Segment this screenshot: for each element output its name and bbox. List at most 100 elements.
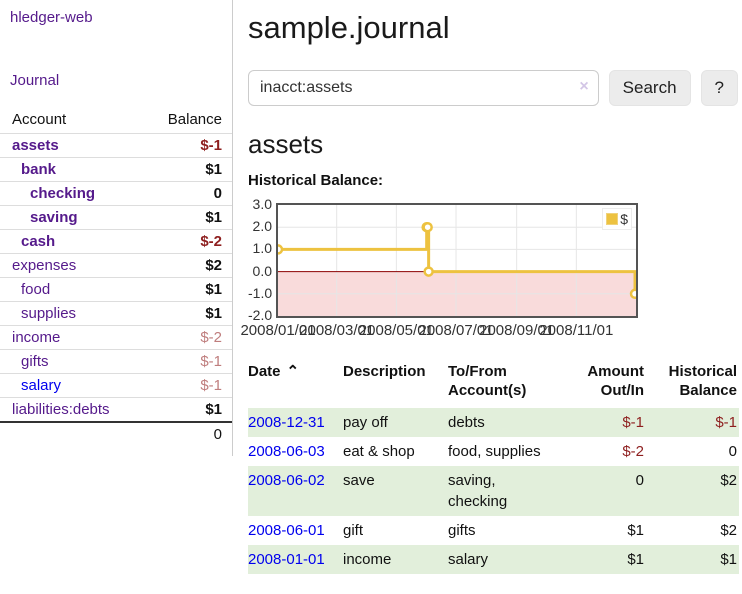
sidebar-item-journal[interactable]: Journal: [10, 72, 60, 89]
app-title-link[interactable]: hledger-web: [10, 9, 93, 26]
register-balance: $2: [720, 471, 737, 489]
account-row: supplies $1: [0, 301, 232, 326]
register-accounts: saving, checking: [448, 471, 508, 510]
register-description: eat & shop: [343, 442, 415, 460]
register-accounts: debts: [448, 413, 485, 431]
account-link[interactable]: assets: [12, 137, 59, 154]
account-row: expenses $2: [0, 253, 232, 278]
account-link[interactable]: gifts: [21, 353, 49, 370]
account-balance: $-2: [136, 229, 232, 254]
main-panel: sample.journal × Search ? assets Histori…: [233, 10, 742, 594]
account-row: salary $-1: [0, 373, 232, 398]
register-header-balance: Historical Balance: [668, 363, 737, 399]
y-axis-tick-label: 1.0: [252, 240, 272, 257]
account-row: checking 0: [0, 181, 232, 206]
register-description: pay off: [343, 413, 388, 431]
clear-search-icon[interactable]: ×: [579, 78, 589, 95]
register-accounts: gifts: [448, 521, 476, 539]
x-axis-tick-label: 2008/03/01: [299, 322, 375, 339]
account-balance: $1: [136, 157, 232, 182]
search-form: × Search ?: [248, 70, 738, 106]
help-button[interactable]: ?: [700, 70, 738, 106]
account-link[interactable]: checking: [30, 185, 96, 202]
account-link[interactable]: saving: [30, 209, 78, 226]
search-input[interactable]: [248, 70, 599, 106]
account-row: bank $1: [0, 157, 232, 182]
register-header-date[interactable]: Date ⌃: [248, 361, 343, 408]
account-balance: $-1: [136, 349, 232, 374]
account-name-cell: cash: [0, 229, 137, 254]
account-name-cell: bank: [0, 157, 137, 182]
search-button[interactable]: Search: [608, 70, 691, 106]
account-name-cell: saving: [0, 205, 137, 230]
register-amount: $-2: [622, 442, 644, 460]
account-link[interactable]: supplies: [21, 305, 77, 322]
account-row: assets $-1: [0, 133, 232, 158]
transaction-date-link[interactable]: 2008-01-01: [248, 550, 325, 568]
account-row: gifts $-1: [0, 349, 232, 374]
register-date-cell: 2008-06-02: [248, 466, 343, 516]
account-link[interactable]: bank: [21, 161, 57, 178]
register-description: gift: [343, 521, 364, 539]
transaction-date-link[interactable]: 2008-12-31: [248, 413, 325, 431]
account-name-cell: income: [0, 325, 137, 350]
legend-series-swatch-icon: [606, 213, 619, 225]
register-balance: $1: [720, 550, 737, 568]
x-axis-tick-label: 2008/05/01: [358, 322, 434, 339]
account-link[interactable]: salary: [21, 377, 62, 394]
transaction-date-link[interactable]: 2008-06-02: [248, 471, 325, 489]
account-balance: $2: [136, 253, 232, 278]
account-name-cell: gifts: [0, 349, 137, 374]
search-input-wrap: ×: [248, 70, 599, 106]
register-date-cell: 2008-01-01: [248, 545, 343, 574]
y-axis-tick-label: 3.0: [252, 196, 272, 212]
historical-balance-chart: 3.0 2.0 1.0 0.0 -1.0 -2.0 $2008/01/01 2008/03/0…: [240, 196, 738, 347]
register-table: Date ⌃ Description To/From Account(s) Amo…: [248, 361, 739, 574]
account-link[interactable]: expenses: [12, 257, 77, 274]
register-date-cell: 2008-12-31: [248, 408, 343, 437]
accounts-header-account: Account: [12, 111, 67, 128]
transaction-date-link[interactable]: 2008-06-01: [248, 521, 325, 539]
register-accounts: salary: [448, 550, 489, 568]
transaction-date-link[interactable]: 2008-06-03: [248, 442, 325, 460]
register-description: save: [343, 471, 375, 489]
account-name-cell: liabilities:debts: [0, 397, 137, 422]
account-balance: $-1: [136, 373, 232, 398]
y-axis-tick-label: 2.0: [252, 218, 272, 235]
accounts-total-value: 0: [136, 421, 232, 446]
account-name-cell: assets: [0, 133, 137, 158]
plot-area: $: [276, 203, 638, 318]
x-axis-tick-label: 2008/09/01: [479, 322, 555, 339]
account-link[interactable]: food: [21, 281, 51, 298]
accounts-total-row: 0: [0, 421, 232, 446]
account-link[interactable]: cash: [21, 233, 56, 250]
y-axis-tick-label: -1.0: [248, 284, 273, 301]
account-row: cash $-2: [0, 229, 232, 254]
chart-legend: $: [602, 208, 632, 230]
account-balance: $1: [136, 397, 232, 422]
register-header-description: Description: [343, 363, 426, 380]
chart-title: Historical Balance:: [248, 172, 384, 189]
account-name-cell: expenses: [0, 253, 137, 278]
account-row: income $-2: [0, 325, 232, 350]
register-accounts: food, supplies: [448, 442, 541, 460]
account-link[interactable]: liabilities:debts: [12, 401, 110, 418]
register-date-cell: 2008-06-03: [248, 437, 343, 466]
register-header-row: Date ⌃ Description To/From Account(s) Amo…: [248, 361, 739, 408]
account-row: food $1: [0, 277, 232, 302]
register-date-cell: 2008-06-01: [248, 516, 343, 545]
register-description: income: [343, 550, 392, 568]
y-axis-tick-label: -2.0: [248, 307, 273, 323]
account-link[interactable]: income: [12, 329, 61, 346]
account-balance: $1: [136, 205, 232, 230]
x-axis-tick-label: 2008/11/01: [539, 322, 614, 339]
account-balance: $1: [136, 277, 232, 302]
register-row: 2008-06-03 eat & shop food, supplies $-2 0: [248, 437, 739, 466]
account-name-cell: supplies: [0, 301, 137, 326]
accounts-header-row: Account Balance: [0, 109, 232, 134]
register-balance: $-1: [715, 413, 737, 431]
register-row: 2008-12-31 pay off debts $-1 $-1: [248, 407, 739, 437]
accounts-total-spacer: [0, 421, 137, 446]
y-axis-tick-label: 0.0: [252, 262, 272, 279]
account-row: saving $1: [0, 205, 232, 230]
